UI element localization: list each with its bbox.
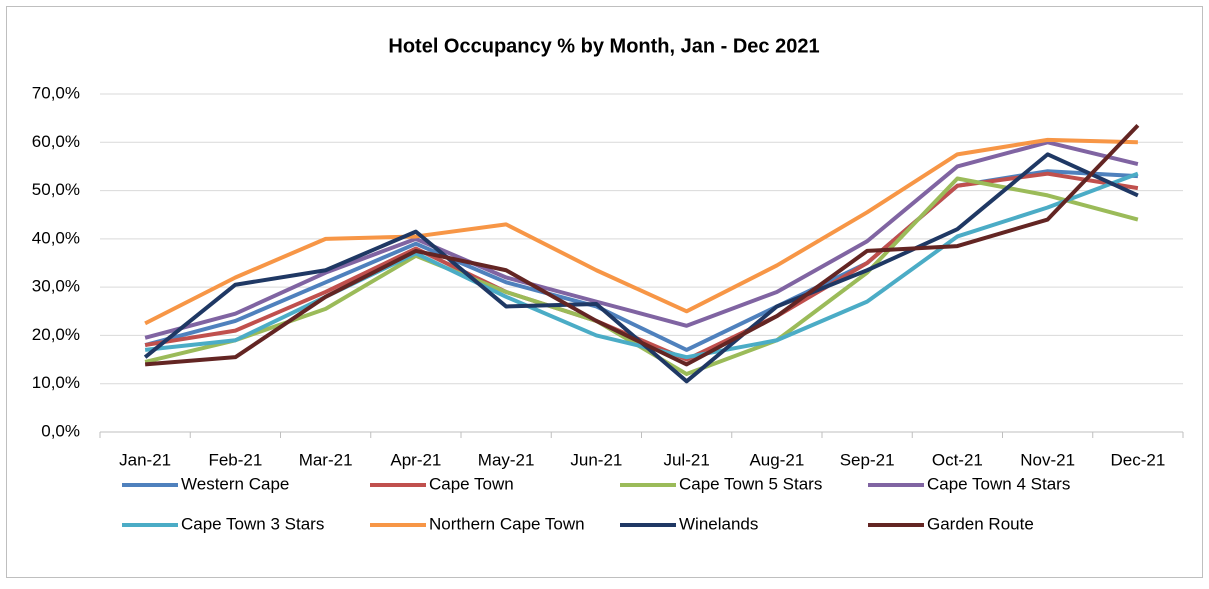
legend-label: Cape Town 5 Stars <box>679 474 822 493</box>
x-tick-label: Nov-21 <box>1020 450 1075 469</box>
x-tick-label: Dec-21 <box>1110 450 1165 469</box>
legend-label: Cape Town 3 Stars <box>181 514 324 533</box>
series-line <box>144 171 1139 360</box>
x-tick-label: Jan-21 <box>119 450 171 469</box>
x-tick-label: Feb-21 <box>208 450 262 469</box>
legend-label: Northern Cape Town <box>429 514 585 533</box>
legend-label: Cape Town <box>429 474 514 493</box>
x-tick-label: Mar-21 <box>299 450 353 469</box>
x-tick-label: Apr-21 <box>390 450 441 469</box>
y-tick-label: 0,0% <box>41 421 80 440</box>
x-tick-label: Oct-21 <box>932 450 983 469</box>
legend-label: Cape Town 4 Stars <box>927 474 1070 493</box>
x-tick-label: Jun-21 <box>570 450 622 469</box>
series-line <box>144 137 1138 326</box>
y-tick-label: 30,0% <box>32 277 80 296</box>
y-tick-label: 70,0% <box>32 83 80 102</box>
legend-label: Winelands <box>679 514 758 533</box>
chart-title: Hotel Occupancy % by Month, Jan - Dec 20… <box>388 35 819 57</box>
legend-label: Western Cape <box>181 474 289 493</box>
y-tick-label: 60,0% <box>32 132 80 151</box>
legend-label: Garden Route <box>927 514 1034 533</box>
y-tick-label: 10,0% <box>32 373 80 392</box>
y-tick-label: 40,0% <box>32 228 80 247</box>
x-tick-label: Sep-21 <box>840 450 895 469</box>
series-line <box>144 124 1140 367</box>
x-tick-label: Aug-21 <box>749 450 804 469</box>
series-line <box>144 140 1139 340</box>
y-tick-label: 20,0% <box>32 325 80 344</box>
x-tick-label: May-21 <box>478 450 535 469</box>
y-tick-label: 50,0% <box>32 180 80 199</box>
x-tick-label: Jul-21 <box>663 450 709 469</box>
